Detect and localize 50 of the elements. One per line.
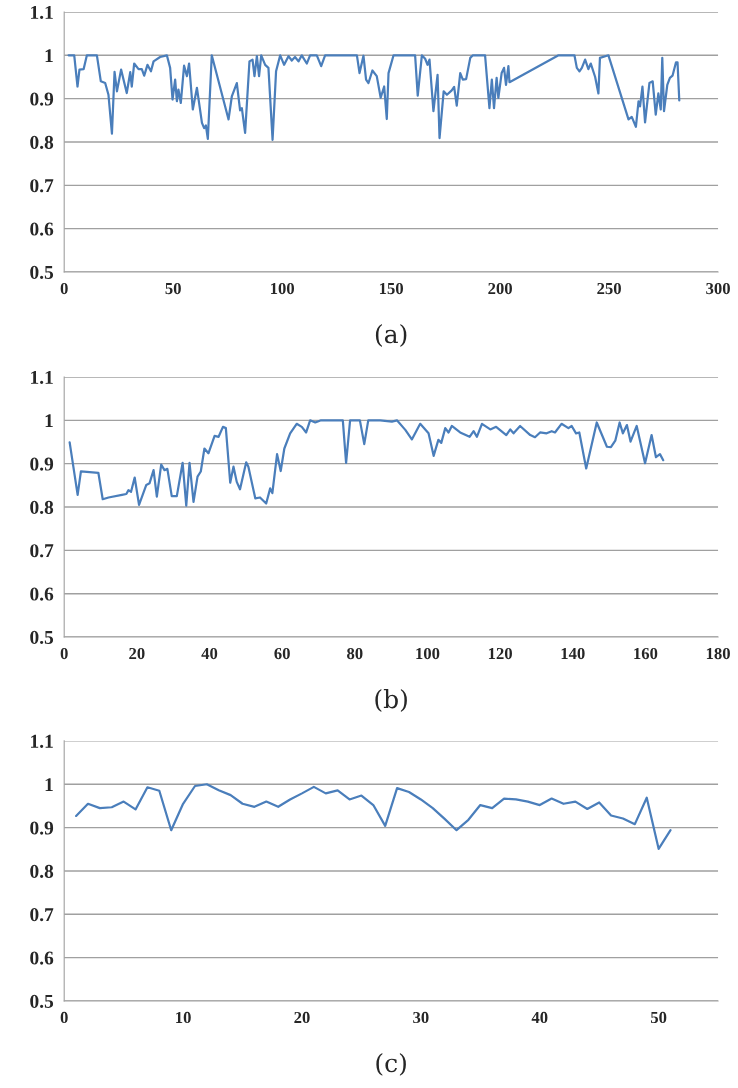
y-tick-label: 0.5 [30,630,54,645]
y-tick-label: 0.6 [30,222,54,236]
x-tick-label: 60 [274,647,290,660]
x-tick-label: 0 [60,647,68,660]
x-tick-label: 180 [706,647,730,660]
y-tick-label: 0.7 [30,179,54,193]
y-tick-label: 1.1 [31,370,53,385]
y-tick-label: 0.9 [30,92,54,106]
line-series [68,419,665,507]
y-tick-label: 0.8 [30,500,54,515]
x-tick-label: 160 [634,647,658,660]
text: (b) [375,689,407,712]
y-tick-label: 1 [45,49,53,63]
x-tick-label: 80 [347,647,363,660]
y-tick-label: 1.1 [31,5,53,19]
y-tick-label: 1 [45,414,53,428]
x-tick-label: 50 [165,282,181,295]
x-tick-label: 50 [650,1011,667,1024]
line-series [67,54,681,141]
x-tick-label: 100 [416,647,440,660]
x-tick-label: 20 [129,647,145,660]
y-tick-label: 0.7 [30,908,54,922]
y-tick-label: 0.5 [30,994,54,1008]
x-tick-label: 300 [706,282,730,295]
y-tick-label: 0.9 [30,821,54,835]
y-tick-label: 0.8 [30,135,54,150]
y-tick-label: 1.1 [31,734,53,748]
x-tick-label: 0 [60,1011,68,1024]
x-tick-label: 0 [60,282,68,295]
y-tick-label: 1 [45,778,53,792]
x-tick-label: 40 [201,647,218,660]
line-series [74,783,672,850]
y-tick-label: 0.6 [30,587,54,601]
x-tick-label: 20 [294,1011,310,1024]
y-tick-label: 0.9 [30,457,54,471]
y-tick-label: 0.7 [30,544,54,558]
text: (c) [376,1052,406,1076]
y-tick-label: 0.5 [30,265,54,280]
y-tick-label: 0.6 [30,951,54,965]
x-tick-label: 200 [488,282,512,295]
x-tick-label: 10 [176,1011,191,1024]
x-tick-label: 150 [379,282,403,295]
x-tick-label: 120 [488,647,512,660]
x-tick-label: 250 [597,282,621,295]
x-tick-label: 100 [271,282,295,295]
x-tick-label: 40 [531,1011,548,1024]
x-tick-label: 140 [561,647,585,660]
text: (a) [375,324,407,347]
y-tick-label: 0.8 [30,864,54,878]
x-tick-label: 30 [413,1011,429,1024]
